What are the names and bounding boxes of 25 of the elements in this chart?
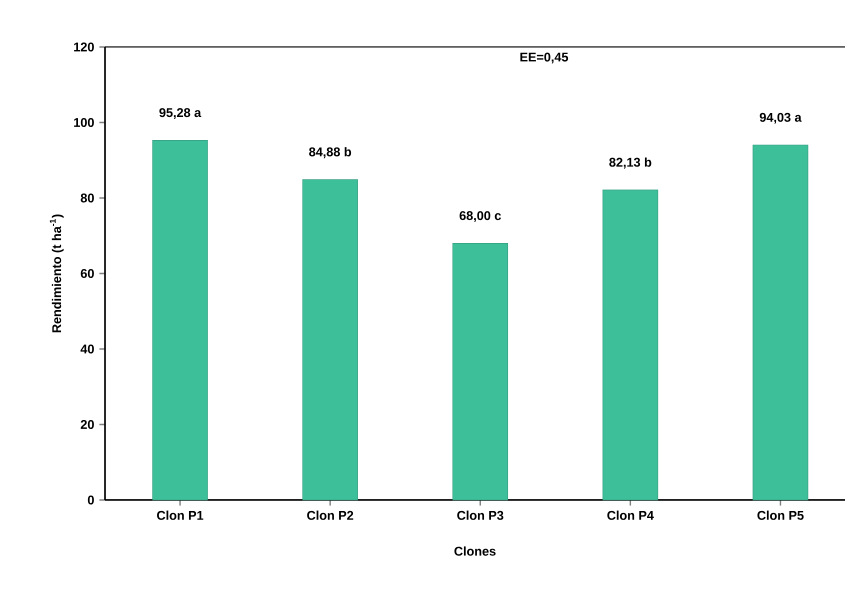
y-axis-title: Rendimiento (t ha$^{-1}$) [50,214,64,332]
x-tick-label: Clon P2 [307,510,354,520]
y-tick-label: 80 [80,194,94,202]
y-tick-label: 100 [74,118,94,127]
y-tick-label: 40 [80,344,94,354]
data-label: 94,03 a [760,112,802,124]
y-tick-label: 0 [88,496,94,504]
x-tick-label: Clon P3 [457,510,504,520]
y-tick-label: 120 [74,42,94,52]
bar [452,243,508,500]
y-tick-label: 60 [80,269,94,278]
bar [302,179,358,500]
x-tick-label: Clon P1 [157,510,204,520]
data-label: 95,28 a [159,108,202,119]
x-axis-title: Clones [454,546,496,556]
bar [602,190,658,500]
annotation: EE=0,45 [520,52,568,64]
data-label: 82,13 b [609,157,652,169]
x-tick-label: Clon P4 [607,510,654,520]
bar [152,140,208,500]
bar [752,144,808,500]
y-tick-label: 20 [80,420,94,429]
data-label: 68,00 c [460,211,501,222]
x-tick-label: Clon P5 [757,510,804,520]
data-label: 84,88 b [309,147,352,158]
